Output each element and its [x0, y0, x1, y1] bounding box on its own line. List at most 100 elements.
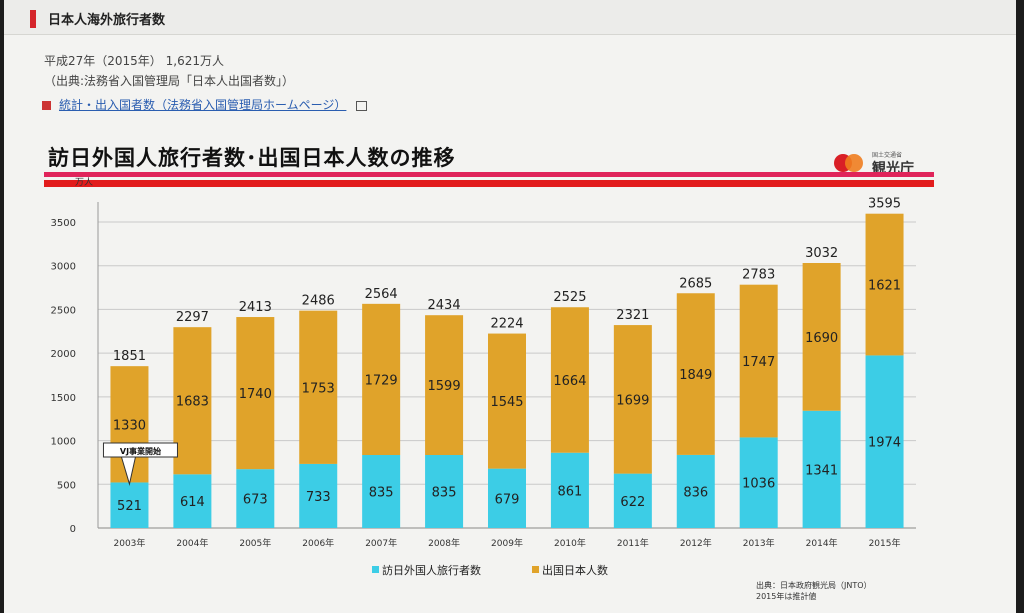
y-tick-label: 3500: [51, 218, 76, 229]
data-label-total: 2413: [239, 300, 272, 315]
y-tick-label: 1000: [51, 437, 76, 448]
x-tick-label: 2009年: [491, 537, 523, 549]
legend-label-inbound: 訪日外国人旅行者数: [382, 563, 481, 577]
stacked-bar-chart: 0 500 1000 1500 2000 2500 3000 3500 万人 521 1330 185…: [51, 177, 916, 577]
data-label-total: 2434: [428, 298, 461, 313]
data-label-outbound: 1683: [176, 395, 209, 410]
bar-segment-inbound: [488, 468, 526, 528]
x-tick-label: 2012年: [680, 537, 712, 549]
y-axis-label: 万人: [75, 177, 93, 188]
data-label-inbound: 1036: [742, 477, 775, 492]
data-label-total: 3595: [868, 197, 901, 212]
logo-ministry-text: 国土交通省: [872, 152, 903, 159]
data-label-inbound: 733: [306, 490, 331, 505]
title-underline-pink: [44, 172, 934, 177]
data-label-inbound: 836: [683, 485, 708, 500]
y-tick-label: 1500: [51, 393, 76, 404]
stats-link[interactable]: 統計・出入国者数（法務省入国管理局ホームページ）: [59, 98, 347, 112]
data-label-outbound: 1699: [616, 393, 649, 408]
bar-segment-inbound: [676, 454, 715, 528]
data-label-outbound: 1753: [302, 381, 335, 396]
bar-segment-outbound: [676, 293, 715, 455]
annotation-box: [102, 442, 178, 458]
y-tick-label: 3000: [51, 262, 76, 273]
data-label-outbound: 1621: [868, 279, 901, 294]
data-label-total: 2564: [365, 287, 398, 302]
data-label-total: 2297: [176, 310, 209, 325]
stats-link-row[interactable]: 統計・出入国者数（法務省入国管理局ホームページ）: [42, 96, 368, 113]
bar-segment-outbound: [550, 307, 589, 453]
bar-segment-inbound: [613, 473, 652, 528]
data-label-outbound: 1664: [553, 374, 586, 389]
x-tick-label: 2006年: [302, 537, 334, 549]
bar-segment-outbound: [299, 310, 338, 464]
data-label-inbound: 622: [620, 495, 645, 510]
bar-segment-inbound: [236, 469, 275, 528]
bar-segment-inbound: [550, 452, 589, 528]
data-label-outbound: 1599: [428, 379, 461, 394]
x-tick-label: 2014年: [806, 537, 838, 549]
x-tick-label: 2004年: [176, 537, 208, 549]
data-label-outbound: 1330: [113, 418, 146, 433]
annotation-text: VJ事業開始: [120, 446, 161, 456]
data-label-inbound: 835: [369, 485, 394, 500]
data-label-inbound: 673: [243, 493, 268, 508]
data-label-total: 2224: [490, 317, 523, 332]
y-tick-label: 500: [57, 480, 76, 491]
x-tick-label: 2013年: [743, 537, 775, 549]
data-label-outbound: 1690: [805, 331, 838, 346]
data-label-inbound: 835: [432, 485, 457, 500]
info-line-2: （出典:法務省入国管理局「日本人出国者数」）: [44, 74, 295, 88]
bar-segment-outbound: [739, 284, 778, 438]
header-marker: [30, 10, 36, 28]
bar-segment-outbound: [613, 325, 652, 474]
data-label-inbound: 614: [180, 495, 205, 510]
x-tick-label: 2008年: [428, 537, 460, 549]
bar-segment-inbound: [362, 454, 401, 528]
data-label-outbound: 1849: [679, 368, 712, 383]
title-underline-red: [44, 180, 934, 187]
legend-swatch-outbound: [532, 566, 539, 573]
external-link-icon: [356, 100, 368, 111]
bar-segment-inbound: [865, 355, 904, 528]
bar-segment-outbound: [802, 263, 841, 411]
bar-segment-outbound: [488, 333, 526, 469]
page-title: 日本人海外旅行者数: [48, 13, 166, 28]
bar-segment-inbound: [802, 410, 841, 528]
data-label-total: 1851: [113, 349, 146, 364]
annotation-pointer: [120, 456, 137, 486]
legend-label-outbound: 出国日本人数: [542, 563, 608, 577]
data-label-outbound: 1545: [490, 395, 523, 410]
data-label-inbound: 1341: [805, 463, 838, 478]
data-label-total: 2525: [553, 290, 586, 305]
bar-segment-outbound: [173, 327, 212, 475]
bullet-icon: [42, 101, 51, 110]
y-tick-label: 2500: [51, 305, 76, 316]
x-tick-label: 2011年: [617, 537, 649, 549]
bar-segment-inbound: [739, 437, 778, 528]
bar-segment-inbound: [173, 474, 212, 528]
data-label-outbound: 1740: [239, 387, 272, 402]
chart-title: 訪日外国人旅行者数･出国日本人数の推移: [48, 146, 456, 170]
data-label-inbound: 861: [558, 484, 583, 499]
page-header: 日本人海外旅行者数: [4, 0, 1016, 35]
data-label-total: 2783: [742, 268, 775, 283]
screen: 日本人海外旅行者数 平成27年（2015年） 1,621万人 （出典:法務省入国…: [4, 0, 1016, 613]
data-label-total: 3032: [805, 246, 838, 261]
data-label-outbound: 1729: [365, 373, 398, 388]
y-tick-label: 2000: [51, 349, 76, 360]
y-tick-label: 0: [70, 524, 76, 535]
data-label-total: 2321: [616, 308, 649, 323]
data-label-inbound: 679: [495, 492, 520, 507]
data-label-total: 2685: [679, 276, 712, 291]
data-label-outbound: 1747: [742, 355, 775, 370]
data-label-inbound: 1974: [868, 436, 901, 451]
x-tick-label: 2015年: [869, 537, 901, 549]
info-line-1: 平成27年（2015年） 1,621万人: [44, 54, 224, 68]
bar-segment-inbound: [425, 454, 464, 528]
data-label-total: 2486: [302, 294, 335, 309]
estimate-note: 2015年は推計値: [756, 592, 817, 601]
data-label-inbound: 521: [117, 499, 142, 514]
logo-orange-circle: [845, 154, 863, 172]
x-tick-label: 2003年: [114, 537, 146, 549]
